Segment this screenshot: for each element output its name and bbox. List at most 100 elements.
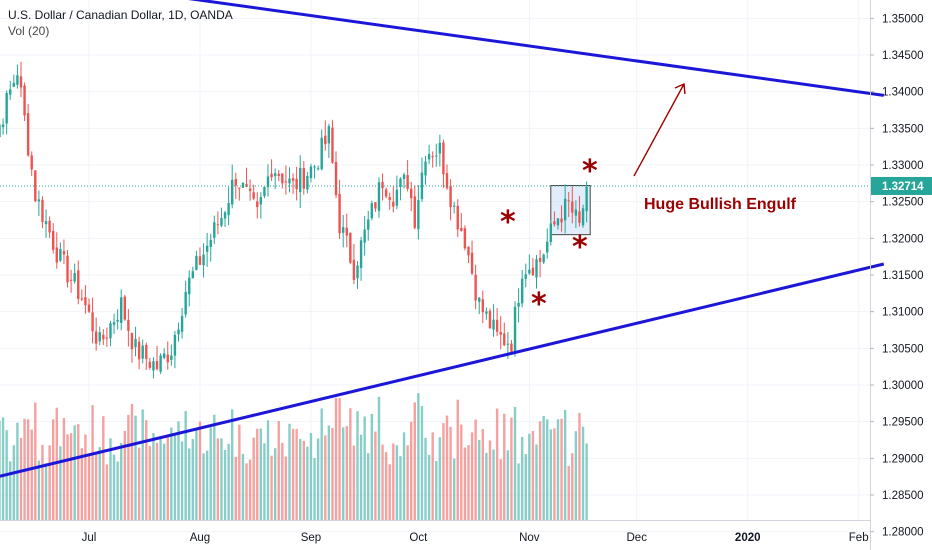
candle-body: [188, 277, 191, 295]
volume-bar: [209, 427, 212, 520]
candle-body: [359, 240, 363, 268]
candle-body: [370, 203, 374, 219]
volume-bar: [399, 456, 402, 520]
volume-bar: [44, 463, 48, 520]
volume-bar: [284, 456, 288, 520]
volume-bar: [231, 409, 234, 520]
candle-body: [345, 227, 348, 236]
volume-bar: [503, 413, 506, 520]
volume-bar: [177, 421, 180, 520]
candle-body: [9, 89, 12, 95]
candle-body: [55, 247, 58, 263]
candle-body: [456, 205, 459, 230]
annotation-huge-bullish-engulf[interactable]: Huge Bullish Engulf: [644, 196, 797, 213]
projection-arrow[interactable]: [633, 83, 685, 177]
candle-body: [69, 279, 73, 281]
candle-body: [331, 127, 334, 163]
volume-bar: [506, 450, 510, 520]
volume-bar: [417, 393, 420, 520]
volume-bar: [402, 432, 406, 520]
volume-bar: [585, 443, 588, 520]
volume-bar: [299, 439, 302, 520]
price-tick-label: 1.33000: [882, 160, 924, 172]
price-axis[interactable]: 1.35000 1.34500 1.34000 1.33500 1.33000 1.325…: [870, 13, 924, 539]
volume-bar: [488, 440, 492, 520]
price-tick-label: 1.28000: [882, 527, 924, 539]
candle-body: [506, 343, 510, 345]
volume-bar: [567, 465, 570, 520]
candle-body: [381, 181, 384, 189]
time-axis[interactable]: Jul Aug Sep Oct Nov Dec 2020 Feb: [0, 520, 870, 545]
candle-body: [374, 202, 377, 209]
volume-bar: [84, 434, 87, 520]
volume-bar: [0, 420, 1, 520]
volume-bar: [316, 438, 320, 520]
candle-body: [105, 337, 109, 339]
volume-bar: [302, 440, 305, 520]
candle-body: [324, 135, 327, 145]
candle-body: [102, 334, 105, 340]
candle-body: [180, 315, 184, 332]
candle-body: [134, 338, 137, 348]
candle-body: [213, 222, 216, 238]
candle-body: [288, 178, 291, 184]
star-marker: *: [582, 154, 598, 189]
volume-bar: [19, 437, 23, 520]
candle-body: [159, 355, 162, 372]
volume-bar: [449, 426, 452, 520]
candle-body: [435, 155, 438, 157]
candle-body: [352, 259, 356, 280]
last-price-tag-bg: [871, 176, 932, 195]
candle-body: [109, 323, 112, 339]
candle-body: [313, 166, 316, 168]
volume-bar: [205, 450, 209, 520]
candle-body: [478, 297, 481, 302]
candle-body: [1, 124, 5, 128]
candle-body: [474, 274, 477, 301]
candle-body: [281, 173, 284, 184]
volume-bar: [248, 459, 252, 520]
volume-bar: [349, 408, 352, 520]
volume-bar: [141, 409, 144, 520]
volume-bar: [245, 463, 248, 520]
candle-body: [44, 221, 48, 225]
candle-body: [170, 355, 173, 360]
volume-bar: [359, 434, 363, 520]
volume-bar: [377, 396, 381, 520]
volume-bar: [478, 439, 481, 520]
volume-bar: [563, 409, 567, 520]
volume-bar: [77, 424, 80, 520]
candle-body: [535, 259, 538, 278]
volume-bar: [134, 415, 137, 520]
candle-body: [155, 361, 159, 370]
candle-body: [177, 329, 180, 335]
candle-body: [542, 254, 545, 263]
candle-body: [327, 126, 331, 144]
volume-bar: [463, 447, 467, 520]
candle-body: [34, 170, 37, 202]
volume-bar: [549, 429, 553, 520]
trendlines[interactable]: [0, 0, 885, 484]
volume-bar: [198, 421, 202, 520]
volume-indicator-label[interactable]: Vol (20): [8, 24, 50, 38]
symbol-title[interactable]: U.S. Dollar / Canadian Dollar, 1D, OANDA: [8, 8, 233, 22]
candle-body: [80, 298, 84, 300]
volume-bar: [159, 436, 162, 520]
volume-bar: [137, 447, 141, 520]
candle-body: [341, 227, 345, 233]
volume-bar: [513, 406, 517, 520]
volume-bar: [456, 399, 459, 520]
volume-bar: [410, 421, 413, 520]
time-tick-label: Sep: [301, 532, 321, 544]
volume-bar: [381, 444, 384, 520]
candle-body: [291, 178, 295, 181]
volume-bar: [452, 458, 456, 520]
candle-body: [563, 198, 567, 221]
star-markers: * * * *: [500, 154, 598, 322]
volume-bar: [30, 429, 33, 520]
volume-bar: [578, 412, 581, 520]
candle-body: [198, 256, 202, 265]
candle-body: [91, 312, 94, 332]
time-tick-label: 2020: [735, 532, 761, 544]
